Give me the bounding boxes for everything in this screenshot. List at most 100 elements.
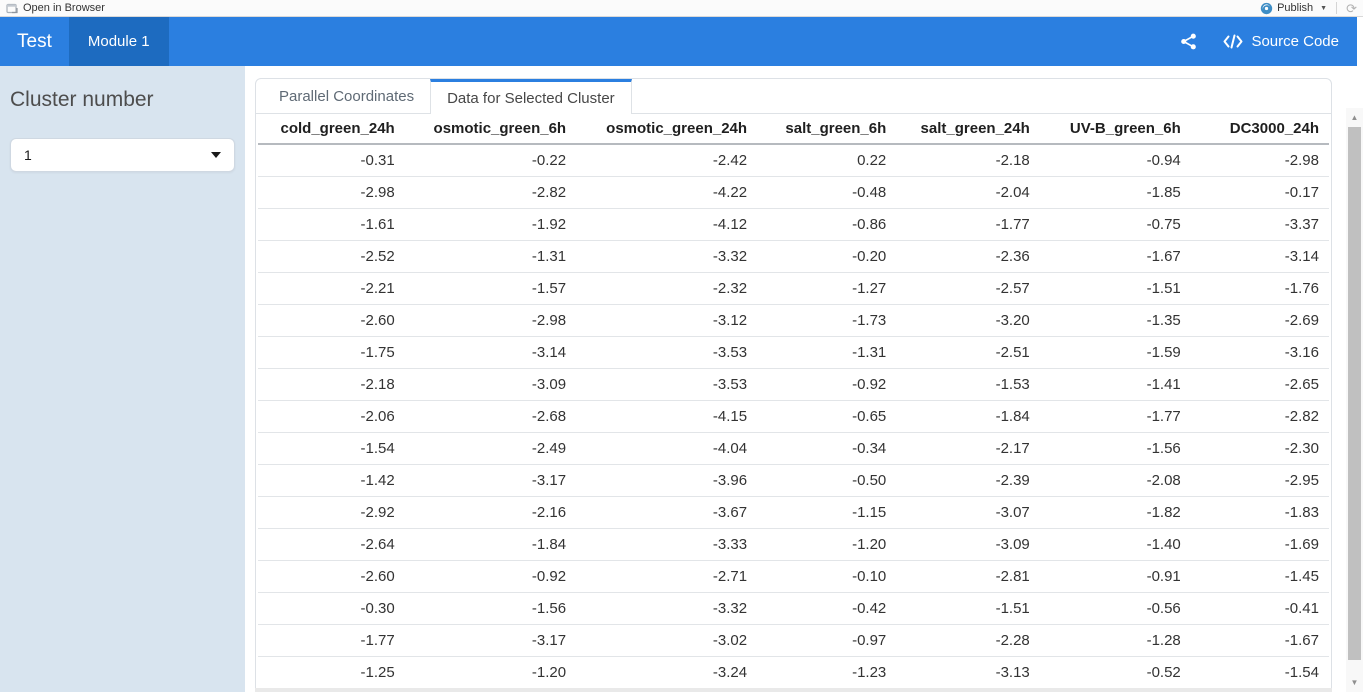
table-cell: -0.30	[258, 592, 405, 625]
table-cell: -3.96	[576, 464, 758, 497]
table-column-header: UV-B_green_6h	[1039, 114, 1191, 145]
refresh-icon[interactable]: ⟳	[1346, 0, 1357, 16]
vertical-scrollbar[interactable]: ▲ ▼	[1346, 108, 1363, 692]
table-cell: -0.92	[404, 560, 577, 593]
table-row: -2.18 -3.09 -3.53 -0.92 -1.53 -1.41 -2.65	[258, 368, 1329, 401]
table-row: -1.54 -2.49 -4.04 -0.34 -2.17 -1.56 -2.30	[258, 432, 1329, 465]
table-cell: -1.77	[258, 624, 405, 657]
tab-parallel-coordinates[interactable]: Parallel Coordinates	[279, 87, 415, 105]
table-cell: -2.39	[896, 464, 1040, 497]
table-cell: -3.53	[576, 368, 758, 401]
table-cell: -3.33	[576, 528, 758, 561]
table-row: -1.75 -3.14 -3.53 -1.31 -2.51 -1.59 -3.16	[258, 336, 1329, 369]
table-cell: -3.32	[576, 592, 758, 625]
table-cell: -1.76	[1190, 272, 1329, 305]
table-cell: -1.28	[1039, 624, 1191, 657]
publish-icon	[1260, 2, 1273, 15]
source-code-button[interactable]: Source Code	[1223, 33, 1339, 50]
table-cell: -2.49	[404, 432, 577, 465]
table-cell: -1.25	[258, 656, 405, 689]
table-column-header: salt_green_6h	[757, 114, 897, 145]
table-row: -0.30 -1.56 -3.32 -0.42 -1.51 -0.56 -0.41	[258, 592, 1329, 625]
publish-caret-icon: ▼	[1320, 4, 1328, 12]
table-cell: -2.08	[1039, 464, 1191, 497]
table-cell: -2.06	[258, 400, 405, 433]
table-row: -1.42 -3.17 -3.96 -0.50 -2.39 -2.08 -2.95	[258, 464, 1329, 497]
table-cell: -0.31	[258, 144, 405, 177]
table-cell: -0.42	[757, 592, 897, 625]
tab-data-for-selected-cluster[interactable]: Data for Selected Cluster	[430, 79, 632, 114]
table-row: -2.21 -1.57 -2.32 -1.27 -2.57 -1.51 -1.76	[258, 272, 1329, 305]
table-cell: -1.20	[404, 656, 577, 689]
table-cell: -3.67	[576, 496, 758, 529]
table-cell: -3.17	[404, 464, 577, 497]
table-cell: -0.34	[757, 432, 897, 465]
scrollbar-thumb[interactable]	[1348, 127, 1361, 660]
table-cell: -2.36	[896, 240, 1040, 273]
publish-button[interactable]: Publish ▼	[1260, 2, 1327, 15]
table-cell: -2.17	[896, 432, 1040, 465]
table-cell: -2.52	[258, 240, 405, 273]
table-cell: -0.94	[1039, 144, 1191, 177]
nav-tab-module-1[interactable]: Module 1	[68, 17, 169, 66]
table-cell: -1.15	[757, 496, 897, 529]
table-cell: -2.92	[258, 496, 405, 529]
table-row: -2.52 -1.31 -3.32 -0.20 -2.36 -1.67 -3.14	[258, 240, 1329, 273]
table-horizontal-scrollbar[interactable]	[255, 688, 1332, 692]
table-cell: -1.54	[258, 432, 405, 465]
open-in-browser-button[interactable]: Open in Browser	[23, 2, 105, 14]
scrollbar-down-arrow-icon[interactable]: ▼	[1350, 678, 1359, 687]
source-code-label: Source Code	[1251, 33, 1339, 50]
table-cell: -3.53	[576, 336, 758, 369]
table-cell: -2.16	[404, 496, 577, 529]
table-cell: -1.31	[404, 240, 577, 273]
table-column-header: cold_green_24h	[258, 114, 405, 145]
table-cell: -2.98	[258, 176, 405, 209]
table-cell: -1.31	[757, 336, 897, 369]
table-cell: -1.53	[896, 368, 1040, 401]
table-cell: -3.16	[1190, 336, 1329, 369]
table-cell: -3.12	[576, 304, 758, 337]
table-cell: -0.48	[757, 176, 897, 209]
table-cell: -2.64	[258, 528, 405, 561]
table-cell: -1.41	[1039, 368, 1191, 401]
table-cell: -2.28	[896, 624, 1040, 657]
table-row: -2.60 -2.98 -3.12 -1.73 -3.20 -1.35 -2.69	[258, 304, 1329, 337]
table-cell: -1.35	[1039, 304, 1191, 337]
table-cell: -1.57	[404, 272, 577, 305]
share-icon[interactable]	[1180, 33, 1197, 50]
code-icon	[1223, 34, 1243, 49]
table-cell: -2.65	[1190, 368, 1329, 401]
table-cell: -2.18	[258, 368, 405, 401]
table-cell: -2.82	[404, 176, 577, 209]
table-cell: -0.91	[1039, 560, 1191, 593]
table-cell: -3.37	[1190, 208, 1329, 241]
table-cell: -3.14	[1190, 240, 1329, 273]
table-cell: -1.83	[1190, 496, 1329, 529]
table-cell: -1.77	[896, 208, 1040, 241]
table-cell: -0.65	[757, 400, 897, 433]
table-row: -2.06 -2.68 -4.15 -0.65 -1.84 -1.77 -2.82	[258, 400, 1329, 433]
table-cell: -0.50	[757, 464, 897, 497]
select-caret-icon	[211, 152, 221, 158]
table-cell: -3.32	[576, 240, 758, 273]
table-cell: -1.84	[404, 528, 577, 561]
cluster-number-select[interactable]: 1	[10, 138, 235, 172]
table-cell: -1.77	[1039, 400, 1191, 433]
table-cell: -2.68	[404, 400, 577, 433]
sidebar: Cluster number 1	[0, 66, 245, 692]
table-cell: 0.22	[757, 144, 897, 177]
table-cell: -1.85	[1039, 176, 1191, 209]
table-row: -2.60 -0.92 -2.71 -0.10 -2.81 -0.91 -1.45	[258, 560, 1329, 593]
table-cell: -3.07	[896, 496, 1040, 529]
table-cell: -1.27	[757, 272, 897, 305]
table-cell: -3.17	[404, 624, 577, 657]
viewer-toolbar: Open in Browser Publish ▼ ⟳	[0, 0, 1363, 17]
scrollbar-up-arrow-icon[interactable]: ▲	[1350, 113, 1359, 122]
table-cell: -2.42	[576, 144, 758, 177]
table-cell: -2.69	[1190, 304, 1329, 337]
table-cell: -2.95	[1190, 464, 1329, 497]
table-cell: -2.98	[1190, 144, 1329, 177]
table-cell: -2.51	[896, 336, 1040, 369]
table-cell: -2.82	[1190, 400, 1329, 433]
